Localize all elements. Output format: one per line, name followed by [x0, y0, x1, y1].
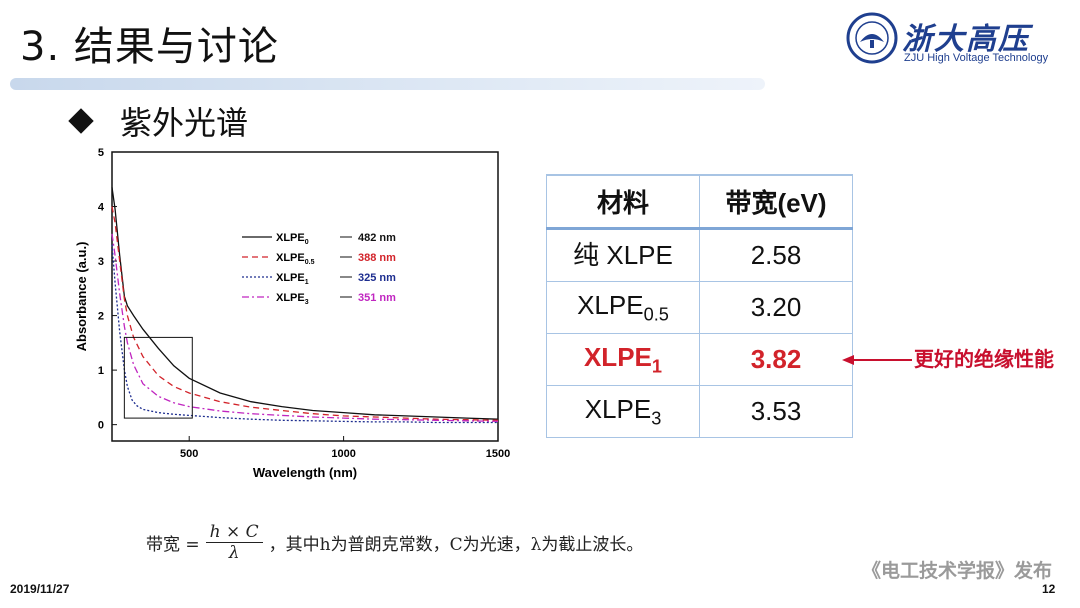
series-line: [111, 206, 499, 421]
x-tick-label: 500: [180, 448, 198, 460]
formula-fraction: h × C λ: [205, 522, 263, 563]
table-row: 纯 XLPE 2.58: [546, 228, 853, 282]
logo-chinese-name: 浙大高压: [902, 22, 1030, 57]
table-row: XLPE0.5 3.20: [546, 281, 853, 334]
legend-label: XLPE3: [276, 292, 309, 306]
x-axis-label: Wavelength (nm): [253, 465, 357, 480]
section-heading: 紫外光谱: [68, 98, 249, 144]
table-row-highlighted: XLPE1 3.82: [546, 333, 853, 386]
legend-cutoff: 351 nm: [358, 292, 396, 304]
insulation-note: 更好的绝缘性能: [914, 347, 1054, 371]
bandgap-cell: 3.82: [699, 333, 853, 386]
publisher-watermark: 《电工技术学报》发布: [862, 560, 1053, 582]
material-cell: XLPE0.5: [546, 281, 700, 334]
plot-frame: [111, 151, 499, 442]
y-tick-label: 5: [98, 147, 104, 159]
material-cell: 纯 XLPE: [546, 228, 700, 282]
legend-label: XLPE0: [276, 232, 309, 246]
material-cell: XLPE3: [546, 385, 700, 438]
university-seal-icon: [846, 12, 898, 64]
bandgap-cell: 3.53: [699, 385, 853, 438]
formula-denominator: λ: [228, 543, 240, 563]
section-heading-text: 紫外光谱: [120, 104, 249, 142]
table-header-material: 材料: [546, 175, 700, 229]
y-tick-label: 3: [98, 256, 104, 268]
bandgap-cell: 2.58: [699, 228, 853, 282]
logo-english-name: ZJU High Voltage Technology: [904, 52, 1049, 64]
y-tick-label: 2: [98, 311, 104, 323]
series-line: [111, 244, 498, 424]
legend-label: XLPE1: [276, 272, 309, 286]
page-number: 12: [1042, 582, 1056, 596]
slide-title: 3. 结果与讨论: [20, 24, 279, 70]
table-header-row: 材料 带宽(eV): [546, 175, 853, 229]
formula-explanation: ，其中h为普朗克常数，C为光速，λ为截止波长。: [268, 535, 644, 555]
bandgap-table: 材料 带宽(eV) 纯 XLPE 2.58 XLPE0.5 3.20 XLPE1…: [546, 174, 853, 438]
legend-label: XLPE0.5: [276, 252, 315, 266]
material-cell: XLPE1: [546, 333, 700, 386]
title-underline-bar: [10, 78, 765, 90]
legend-cutoff: 388 nm: [358, 252, 396, 264]
table-header-bandgap: 带宽(eV): [699, 175, 853, 229]
legend-cutoff: 482 nm: [358, 232, 396, 244]
formula-numerator: h × C: [205, 522, 263, 543]
x-tick-label: 1500: [486, 448, 510, 460]
table-row: XLPE3 3.53: [546, 385, 853, 438]
zoom-annotation-box: [123, 336, 193, 419]
uv-absorbance-chart: 0 1 2 3 4 5 500 1000 1500 Wavelength (nm) Absorban…: [74, 147, 510, 480]
bandgap-formula: 带宽 = h × C λ ，其中h为普朗克常数，C为光速，λ为截止波长。: [146, 522, 643, 563]
y-tick-label: 0: [98, 420, 104, 432]
x-tick-label: 1000: [331, 448, 355, 460]
left-arrow-icon: [842, 355, 912, 365]
legend-cutoff: 325 nm: [358, 272, 396, 284]
y-tick-label: 4: [98, 202, 105, 214]
y-tick-label: 1: [98, 365, 104, 377]
slide-date: 2019/11/27: [10, 582, 70, 596]
university-logo: 浙大高压 ZJU High Voltage Technology: [846, 12, 1066, 72]
bandgap-cell: 3.20: [699, 281, 853, 334]
series-line: [111, 233, 499, 423]
diamond-bullet-icon: [68, 108, 94, 134]
y-axis-label: Absorbance (a.u.): [74, 242, 89, 352]
formula-lhs: 带宽 =: [146, 535, 200, 555]
